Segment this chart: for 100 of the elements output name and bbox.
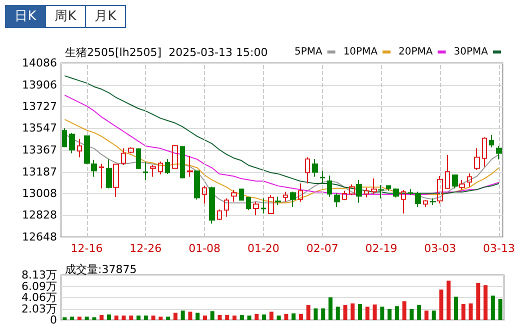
y-tick-label: 14086: [22, 56, 57, 70]
candlestick: [158, 161, 163, 175]
chart-title: 成交量:37875: [65, 263, 137, 276]
candlestick: [371, 178, 377, 195]
bar: [388, 308, 392, 320]
candlestick: [430, 198, 436, 206]
bar: [461, 304, 466, 320]
candlestick: [489, 134, 494, 148]
bar: [298, 314, 303, 320]
bar: [100, 315, 104, 320]
bar: [328, 297, 332, 320]
y-tick-label: 13187: [22, 165, 57, 178]
bar: [476, 282, 480, 320]
candlestick: [327, 175, 332, 198]
bar: [336, 306, 340, 320]
candlestick: [283, 191, 288, 202]
bar: [365, 306, 370, 320]
candlestick: [224, 198, 229, 218]
candlestick: [77, 138, 82, 158]
bar: [225, 315, 230, 320]
bar: [122, 316, 126, 320]
bar: [92, 317, 96, 320]
bar: [417, 305, 422, 320]
bar: [114, 316, 118, 320]
candlestick: [452, 174, 458, 189]
bar: [180, 310, 185, 320]
candlestick: [401, 190, 406, 214]
bar: [410, 308, 414, 320]
bar: [188, 312, 192, 320]
bar: [490, 296, 495, 320]
candlestick: [246, 196, 251, 211]
y-tick-label: 0: [50, 314, 57, 326]
candlestick: [298, 182, 303, 202]
bar: [62, 317, 67, 320]
text: 周K: [54, 9, 77, 24]
bar: [321, 308, 326, 320]
candlestick: [261, 198, 266, 214]
y-tick-label: 4.06万: [22, 291, 57, 304]
bar: [232, 316, 237, 320]
bar: [136, 316, 141, 320]
candlestick: [415, 191, 421, 208]
candlestick: [99, 164, 104, 189]
bar: [454, 296, 458, 320]
bar: [158, 316, 163, 320]
candlestick: [113, 164, 119, 198]
bar: [218, 315, 222, 320]
bar: [402, 301, 406, 320]
candlestick: [217, 209, 222, 221]
text: 月K: [94, 9, 117, 24]
bar: [424, 310, 428, 320]
y-tick-label: 13367: [22, 144, 57, 156]
bar: [358, 304, 362, 320]
bar: [196, 312, 200, 320]
candlestick: [136, 148, 141, 170]
x-tick-label: 12-16: [70, 242, 103, 255]
candlestick: [334, 192, 340, 208]
y-tick-label: 2.03万: [22, 302, 57, 316]
candlestick: [312, 158, 318, 178]
candlestick: [150, 164, 156, 178]
candlestick: [378, 184, 384, 199]
bar: [151, 316, 156, 320]
line-series: [64, 94, 500, 195]
bar: [70, 316, 74, 320]
line-series: [64, 75, 500, 194]
y-tick-label: 12648: [22, 230, 57, 244]
bar: [166, 316, 170, 320]
candlestick: [187, 155, 193, 178]
legend-label: 5PMA: [294, 46, 322, 58]
bar: [202, 316, 207, 320]
bar: [306, 305, 310, 320]
candlestick: [62, 128, 67, 148]
candlestick: [423, 200, 428, 208]
chart-title: 生猪2505[lh2505] 2025-03-13 15:00: [65, 46, 268, 59]
candlestick: [342, 190, 347, 201]
y-tick-label: 6.09万: [22, 280, 57, 293]
x-tick-label: 03-03: [424, 242, 456, 255]
candlestick: [467, 172, 472, 188]
candlestick: [320, 170, 325, 184]
legend-label: 30PMA: [454, 46, 488, 58]
bar: [484, 285, 488, 320]
candlestick: [202, 186, 207, 204]
bar: [380, 306, 384, 320]
bar: [394, 306, 399, 320]
bar: [439, 290, 444, 320]
x-tick-label: 12-26: [130, 242, 162, 255]
candlestick: [69, 132, 75, 154]
bar: [262, 314, 266, 320]
bar: [284, 314, 288, 320]
bar: [292, 313, 296, 320]
y-tick-label: 12828: [22, 208, 57, 222]
bar: [269, 312, 274, 320]
x-tick-label: 01-08: [188, 242, 221, 255]
bar: [343, 305, 348, 320]
candlestick: [445, 154, 450, 189]
candlestick: [209, 186, 215, 224]
candlestick: [437, 176, 443, 204]
bar: [372, 304, 377, 320]
legend-label: 10PMA: [343, 46, 378, 58]
bar: [84, 316, 89, 320]
bar: [247, 316, 252, 320]
